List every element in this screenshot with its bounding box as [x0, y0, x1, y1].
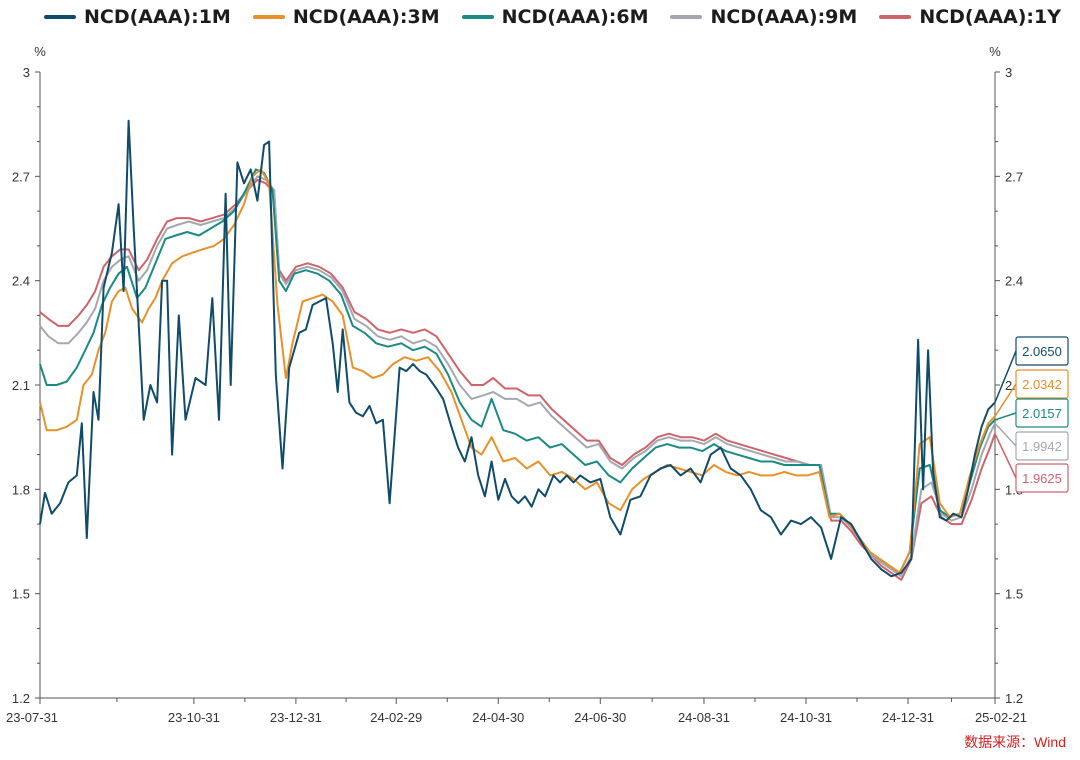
y-tick-label-right: 1.2	[1005, 691, 1023, 706]
x-tick-label: 24-08-31	[678, 710, 730, 725]
y-tick-label-right: 3	[1005, 65, 1012, 80]
end-label-leader	[994, 433, 1017, 479]
legend-swatch-9m	[670, 15, 703, 19]
end-label-leader	[994, 422, 1017, 447]
x-tick-label: 24-02-29	[370, 710, 422, 725]
end-label-value: 1.9625	[1022, 471, 1062, 486]
end-label-value: 2.0157	[1022, 406, 1062, 421]
legend-item-1m[interactable]: NCD(AAA):1M	[44, 6, 231, 28]
legend-label-6m: NCD(AAA):6M	[501, 6, 649, 28]
legend-label-3m: NCD(AAA):3M	[292, 6, 440, 28]
legend-item-3m[interactable]: NCD(AAA):3M	[252, 6, 440, 28]
legend-label-1m: NCD(AAA):1M	[84, 6, 231, 28]
end-label-value: 2.0342	[1022, 377, 1062, 392]
source-note: 数据来源：Wind	[964, 734, 1066, 750]
y-tick-label-left: 1.5	[12, 587, 30, 602]
end-label-box	[1015, 431, 1069, 461]
legend-label-1y: NCD(AAA):1Y	[919, 6, 1061, 28]
x-tick-label: 24-04-30	[472, 710, 524, 725]
series-line-4	[39, 178, 996, 581]
y-tick-label-left: 1.8	[12, 482, 30, 497]
y-unit-right: %	[989, 44, 1001, 59]
y-unit-left: %	[34, 44, 46, 59]
end-label-leader	[994, 383, 1017, 417]
legend-swatch-3m	[252, 15, 285, 19]
x-tick-label: 23-12-31	[270, 710, 322, 725]
series-line-0	[39, 119, 996, 578]
y-tick-label-right: 2.4	[1005, 274, 1023, 289]
legend: NCD(AAA):1M NCD(AAA):3M NCD(AAA):6M NCD(…	[44, 6, 1080, 28]
x-tick-label: 24-12-31	[882, 710, 934, 725]
y-tick-label-right: 2.7	[1005, 169, 1023, 184]
y-tick-label-left: 1.2	[12, 691, 30, 706]
end-label-box	[1015, 463, 1069, 493]
x-tick-label: 23-10-31	[168, 710, 220, 725]
legend-swatch-1m	[44, 15, 76, 19]
end-label-box	[1015, 398, 1069, 428]
y-tick-label-right: 1.5	[1005, 587, 1023, 602]
legend-label-9m: NCD(AAA):9M	[710, 6, 858, 28]
end-label-value: 2.0650	[1022, 344, 1062, 359]
end-label-box	[1015, 369, 1069, 399]
end-label-leader	[994, 350, 1017, 403]
end-label-value: 1.9942	[1022, 439, 1062, 454]
end-label-box	[1015, 336, 1069, 366]
end-label-leader	[994, 412, 1017, 421]
y-tick-label-left: 2.1	[12, 378, 30, 393]
legend-swatch-1y	[879, 15, 912, 19]
x-tick-label: 23-07-31	[6, 710, 58, 725]
legend-swatch-6m	[461, 15, 494, 19]
x-tick-label: 25-02-21	[975, 710, 1027, 725]
legend-item-9m[interactable]: NCD(AAA):9M	[670, 6, 857, 28]
legend-item-1y[interactable]: NCD(AAA):1Y	[879, 6, 1061, 28]
y-tick-label-left: 2.4	[12, 274, 30, 289]
x-tick-label: 24-10-31	[780, 710, 832, 725]
x-tick-label: 24-06-30	[574, 710, 626, 725]
legend-item-6m[interactable]: NCD(AAA):6M	[461, 6, 649, 28]
y-tick-label-left: 2.7	[12, 169, 30, 184]
y-tick-label-left: 3	[23, 65, 30, 80]
